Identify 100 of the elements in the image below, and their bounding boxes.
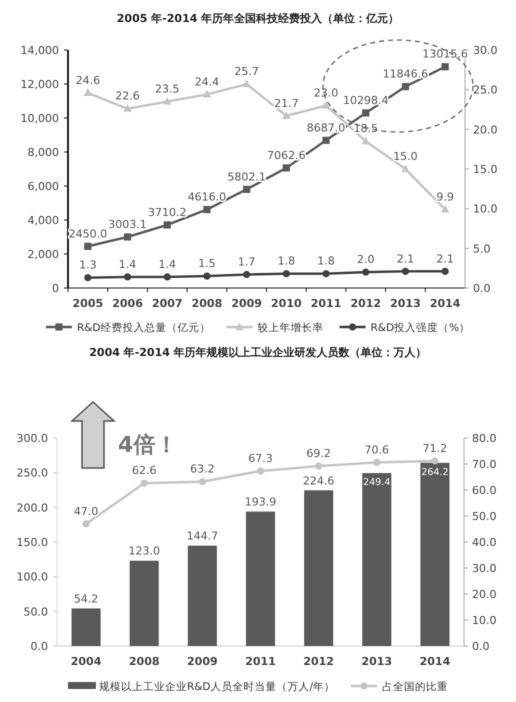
y2-tick-label: 20.0 — [472, 588, 496, 601]
annotation: 4倍！ — [118, 433, 178, 458]
y2-tick-label: 10.0 — [473, 202, 498, 216]
data-label: 1.4 — [118, 258, 136, 271]
point — [123, 104, 132, 112]
y-tick-label: 4,000 — [28, 214, 59, 227]
x-tick-label: 2005 — [72, 297, 104, 310]
point — [373, 458, 380, 466]
data-label: 2.0 — [357, 253, 374, 266]
y-tick-label: 10,000 — [20, 112, 59, 125]
legend-label: R&D经费投入总量（亿元） — [76, 321, 211, 334]
x-tick-label: 2012 — [303, 655, 334, 668]
point — [315, 462, 322, 470]
x-tick-label: 2010 — [271, 297, 302, 310]
point — [322, 100, 330, 109]
data-label: 63.2 — [190, 462, 215, 476]
legend-label: 规模以上工业企业R&D人员全时当量（万人/年） — [98, 680, 336, 693]
bar — [362, 473, 392, 646]
point — [202, 90, 212, 98]
data-label: 144.7 — [186, 530, 218, 543]
y-tick-label: 8,000 — [28, 146, 59, 159]
point — [84, 274, 92, 282]
data-label: 25.7 — [234, 65, 259, 78]
data-label: 1.3 — [79, 258, 97, 272]
data-label: 1.8 — [317, 254, 335, 268]
point — [282, 111, 290, 119]
data-label: 4616.0 — [188, 190, 226, 204]
data-label: 3710.2 — [148, 206, 186, 219]
data-label: 224.6 — [302, 474, 334, 488]
y2-tick-label: 70.0 — [472, 458, 496, 471]
y2-tick-label: 30.0 — [472, 562, 496, 575]
point — [441, 204, 450, 213]
y2-tick-label: 60.0 — [472, 484, 496, 497]
point — [203, 206, 211, 214]
point — [431, 457, 439, 464]
x-tick-label: 2006 — [112, 297, 144, 310]
x-tick-label: 2008 — [192, 297, 222, 310]
data-label: 62.6 — [132, 464, 156, 478]
data-label: 1.7 — [238, 256, 256, 269]
y-tick-label: 0.0 — [30, 640, 48, 653]
data-label: 2.1 — [396, 252, 414, 266]
y-tick-label: 0 — [52, 282, 59, 295]
point — [163, 96, 172, 105]
y2-tick-label: 0.0 — [472, 640, 490, 653]
point — [84, 88, 92, 96]
point — [164, 221, 171, 229]
data-label: 11846.6 — [382, 68, 428, 81]
point — [124, 273, 132, 280]
x-tick-label: 2011 — [245, 655, 276, 668]
data-label: 1.5 — [198, 257, 216, 270]
y2-tick-label: 50.0 — [472, 510, 496, 523]
data-label: 249.4 — [363, 477, 390, 488]
y-tick-label: 14,000 — [20, 44, 59, 57]
legend-label: R&D投入强度（%） — [370, 321, 470, 334]
point — [243, 270, 250, 278]
x-tick-label: 2004 — [70, 655, 102, 668]
data-label: 5802.1 — [227, 170, 266, 184]
point — [442, 268, 449, 275]
x-tick-label: 2007 — [152, 297, 183, 310]
data-label: 3003.1 — [108, 218, 147, 231]
y2-tick-label: 40.0 — [472, 536, 496, 549]
legend-label: 较上年增长率 — [258, 321, 324, 334]
x-tick-label: 2008 — [128, 655, 160, 668]
y2-tick-label: 15.0 — [473, 163, 498, 176]
bar — [420, 462, 450, 646]
point — [282, 270, 290, 278]
data-label: 24.6 — [76, 74, 100, 87]
y-tick-label: 50.0 — [24, 605, 48, 618]
data-label: 24.4 — [194, 75, 220, 88]
data-label: 15.0 — [393, 150, 418, 163]
x-tick-label: 2012 — [350, 297, 382, 310]
data-label: 264.2 — [421, 466, 449, 478]
y-tick-label: 100.0 — [16, 570, 48, 584]
point — [164, 273, 171, 280]
y2-tick-label: 25.0 — [473, 84, 498, 97]
point — [401, 164, 410, 172]
y-tick-label: 200.0 — [16, 501, 48, 514]
y2-tick-label: 0.0 — [473, 282, 490, 295]
y2-tick-label: 80.0 — [472, 432, 496, 445]
point — [402, 268, 410, 275]
point — [442, 63, 449, 70]
chart-title: 2004 年-2014 年历年规模以上工业企业研发人员数（单位：万人） — [89, 346, 427, 359]
y2-tick-label: 20.0 — [473, 123, 498, 136]
point — [124, 233, 132, 241]
x-tick-label: 2009 — [231, 297, 262, 310]
data-label: 71.2 — [422, 442, 448, 455]
point — [82, 520, 90, 528]
point — [282, 164, 290, 172]
y-tick-label: 12,000 — [20, 78, 59, 91]
point — [322, 136, 330, 144]
data-label: 8687.0 — [306, 121, 346, 134]
y2-tick-label: 10.0 — [472, 614, 496, 627]
data-label: 23.0 — [314, 86, 338, 100]
y-tick-label: 6,000 — [28, 180, 59, 193]
point — [140, 480, 148, 487]
chart-title: 2005 年-2014 年历年全国科技经费投入（单位：亿元） — [116, 12, 400, 25]
bar — [304, 490, 334, 646]
data-label: 2450.0 — [68, 227, 108, 240]
x-tick-label: 2011 — [310, 297, 342, 310]
x-tick-label: 2013 — [390, 297, 421, 310]
